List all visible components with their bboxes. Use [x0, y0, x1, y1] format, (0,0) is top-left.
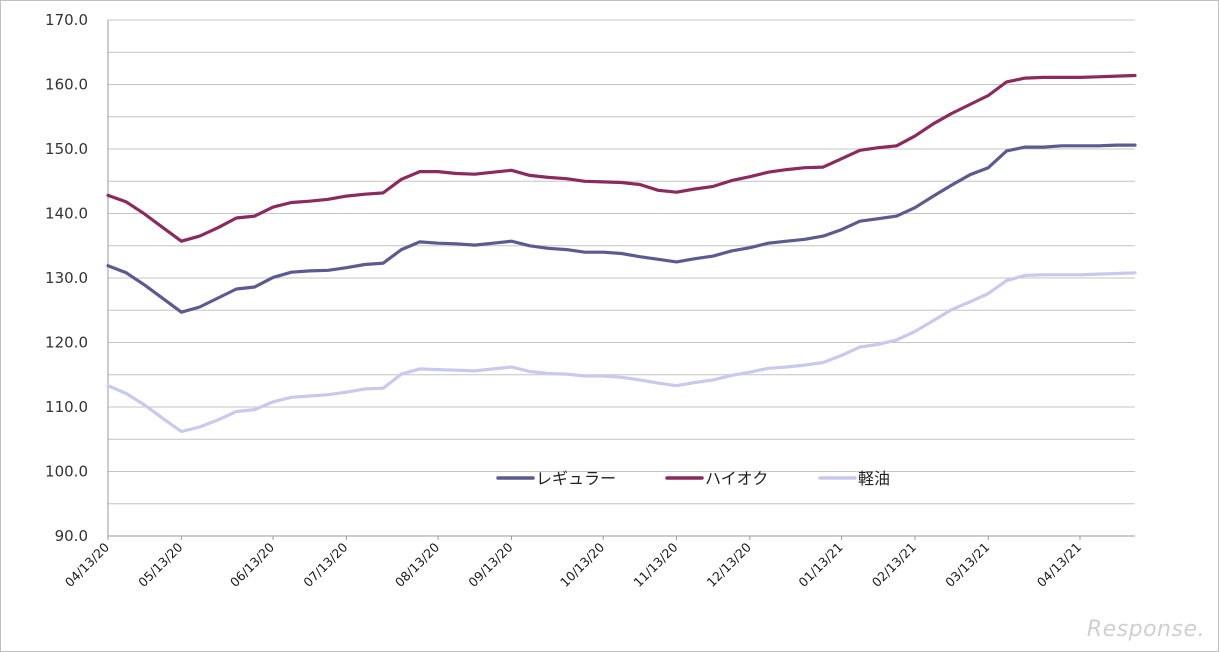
x-tick-label: 01/13/21: [795, 540, 845, 590]
x-tick-label: 08/13/20: [392, 539, 442, 589]
response-watermark: Response.: [1086, 617, 1205, 642]
y-tick-label: 120.0: [45, 334, 88, 352]
x-tick-label: 06/13/20: [227, 539, 277, 589]
x-tick-label: 04/13/21: [1034, 540, 1084, 590]
x-tick-label: 04/13/20: [62, 539, 112, 589]
y-tick-label: 130.0: [45, 269, 88, 287]
y-tick-label: 100.0: [45, 463, 88, 481]
y-tick-label: 140.0: [45, 205, 88, 223]
x-tick-label: 12/13/20: [704, 539, 754, 589]
x-tick-label: 03/13/21: [942, 540, 992, 590]
y-tick-label: 150.0: [45, 140, 88, 158]
series-line: [106, 73, 1137, 243]
series-lines: [106, 73, 1137, 434]
y-tick-label: 90.0: [55, 527, 88, 545]
y-tick-label: 110.0: [45, 398, 88, 416]
y-tick-label: 170.0: [45, 11, 88, 29]
x-tick-label: 05/13/20: [135, 539, 185, 589]
legend: レギュラー ハイオク 軽油: [496, 469, 890, 488]
x-tick-label: 09/13/20: [465, 539, 515, 589]
y-axis-ticks: 90.0 100.0 110.0 120.0 130.0 140.0 150.0 160.0 1…: [45, 11, 88, 545]
y-tick-label: 160.0: [45, 76, 88, 94]
legend-label: レギュラー: [536, 469, 616, 488]
legend-label: ハイオク: [705, 469, 768, 488]
legend-label: 軽油: [858, 469, 890, 488]
series-line: [106, 143, 1137, 314]
x-tick-label: 07/13/20: [300, 539, 350, 589]
x-tick-label: 02/13/21: [869, 540, 919, 590]
x-tick-label: 11/13/20: [630, 539, 680, 589]
x-axis-ticks: 04/13/20 05/13/20 06/13/20 07/13/20 08/13/20…: [62, 536, 1084, 590]
x-tick-label: 10/13/20: [557, 539, 607, 589]
series-line: [106, 271, 1137, 434]
